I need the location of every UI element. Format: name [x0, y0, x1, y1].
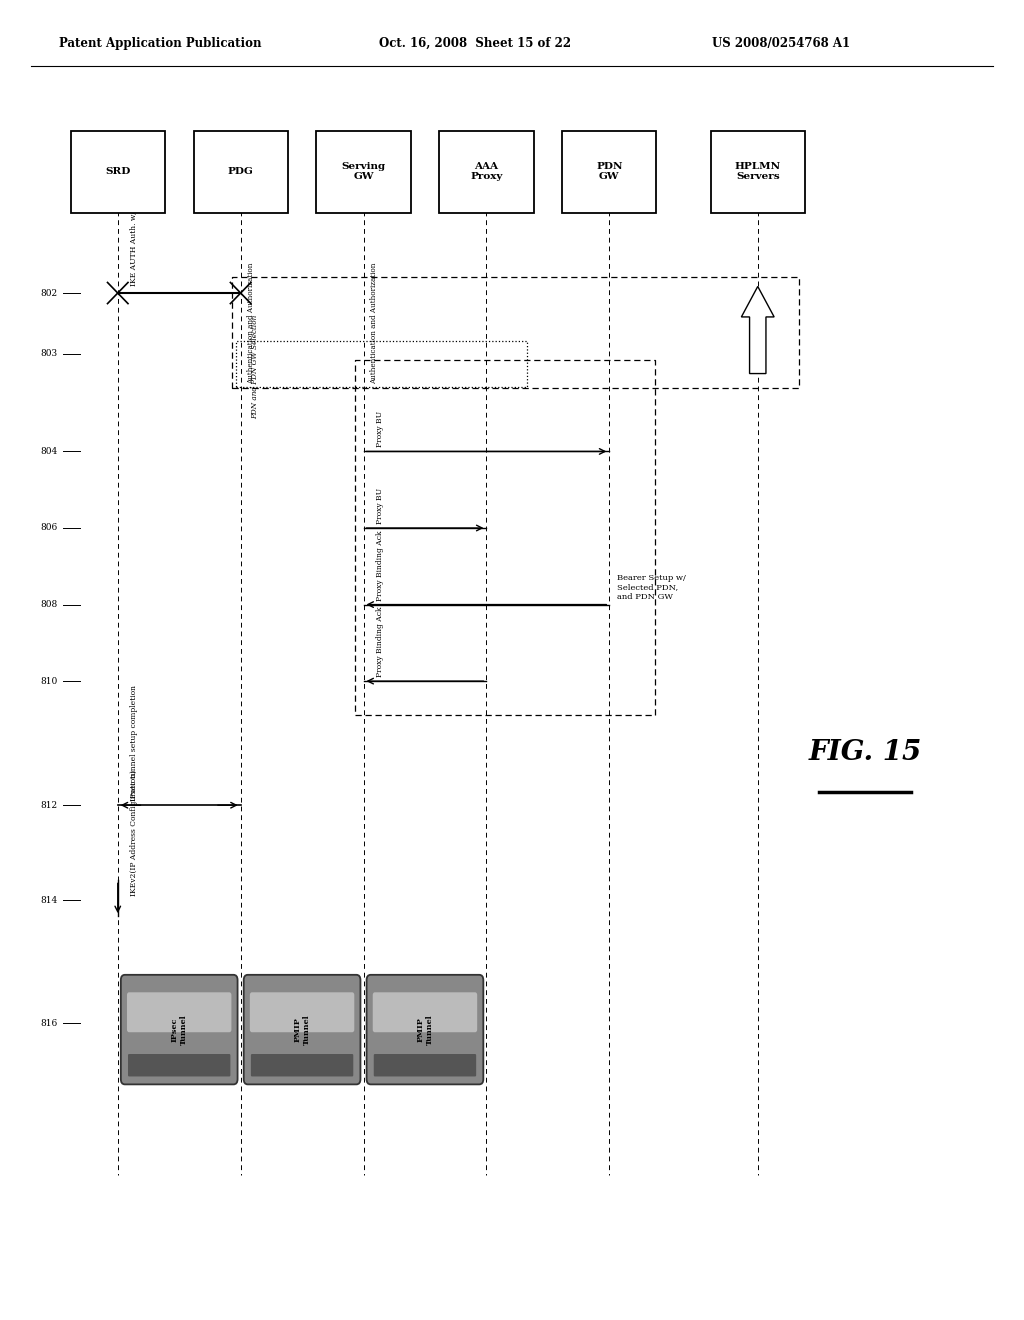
FancyBboxPatch shape	[128, 1053, 230, 1077]
Text: HPLMN
Servers: HPLMN Servers	[734, 162, 781, 181]
FancyBboxPatch shape	[439, 131, 534, 213]
Text: 804: 804	[41, 447, 57, 455]
Text: Authentication and Authorization: Authentication and Authorization	[370, 263, 378, 384]
Text: FIG. 15: FIG. 15	[809, 739, 922, 766]
Text: Proxy Binding Ack: Proxy Binding Ack	[376, 607, 384, 677]
Text: 803: 803	[41, 350, 57, 358]
FancyBboxPatch shape	[562, 131, 656, 213]
Text: Proxy BU: Proxy BU	[376, 412, 384, 447]
Text: Patent Application Publication: Patent Application Publication	[59, 37, 262, 50]
FancyBboxPatch shape	[250, 993, 354, 1032]
FancyBboxPatch shape	[373, 993, 477, 1032]
FancyBboxPatch shape	[367, 974, 483, 1085]
Text: PDN
GW: PDN GW	[596, 162, 623, 181]
Text: IKE AUTH Auth. w/PDN Des.: IKE AUTH Auth. w/PDN Des.	[130, 174, 138, 286]
Text: 812: 812	[41, 801, 57, 809]
Text: PDG: PDG	[227, 168, 254, 176]
Text: 814: 814	[41, 896, 57, 904]
Text: 808: 808	[41, 601, 57, 609]
FancyBboxPatch shape	[374, 1053, 476, 1077]
Text: AAA
Proxy: AAA Proxy	[470, 162, 503, 181]
FancyBboxPatch shape	[251, 1053, 353, 1077]
Text: 806: 806	[41, 524, 57, 532]
Polygon shape	[741, 286, 774, 374]
Text: Bearer Setup w/
Selected PDN,
and PDN GW: Bearer Setup w/ Selected PDN, and PDN GW	[617, 574, 686, 601]
Text: Serving
GW: Serving GW	[341, 162, 386, 181]
Text: IKEv2(IP Address Configuration): IKEv2(IP Address Configuration)	[130, 770, 138, 896]
Text: SRD: SRD	[105, 168, 130, 176]
Text: Proxy Binding Ack: Proxy Binding Ack	[376, 531, 384, 601]
Text: Proxy BU: Proxy BU	[376, 488, 384, 524]
Text: IPsec tunnel setup completion: IPsec tunnel setup completion	[130, 685, 138, 801]
FancyBboxPatch shape	[127, 993, 231, 1032]
FancyBboxPatch shape	[244, 974, 360, 1085]
Text: 802: 802	[41, 289, 57, 297]
FancyBboxPatch shape	[71, 131, 165, 213]
FancyBboxPatch shape	[316, 131, 411, 213]
Text: 810: 810	[41, 677, 57, 685]
Text: Authentication and Authorization: Authentication and Authorization	[247, 263, 255, 384]
Text: PMIP
Tunnel: PMIP Tunnel	[294, 1014, 310, 1045]
FancyBboxPatch shape	[121, 974, 238, 1085]
FancyBboxPatch shape	[194, 131, 288, 213]
Text: PMIP
Tunnel: PMIP Tunnel	[417, 1014, 433, 1045]
Text: IPsec
Tunnel: IPsec Tunnel	[171, 1014, 187, 1045]
Text: Oct. 16, 2008  Sheet 15 of 22: Oct. 16, 2008 Sheet 15 of 22	[379, 37, 571, 50]
Text: PDN and PDN GW Selection: PDN and PDN GW Selection	[251, 315, 259, 418]
Text: US 2008/0254768 A1: US 2008/0254768 A1	[712, 37, 850, 50]
FancyBboxPatch shape	[711, 131, 805, 213]
Text: 816: 816	[41, 1019, 57, 1027]
